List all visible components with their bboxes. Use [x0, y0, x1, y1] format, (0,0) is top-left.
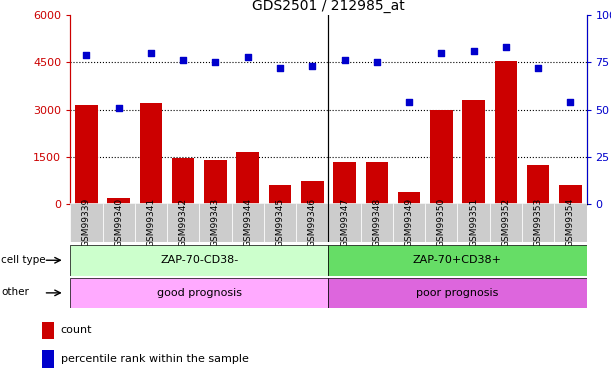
Point — [404, 99, 414, 105]
Text: GSM99349: GSM99349 — [404, 198, 414, 247]
FancyBboxPatch shape — [70, 245, 329, 276]
Bar — [398, 192, 420, 204]
Point — [566, 99, 576, 105]
Bar — [236, 152, 259, 204]
Bar — [42, 350, 54, 368]
Bar — [172, 158, 194, 204]
Point — [307, 63, 317, 69]
FancyBboxPatch shape — [329, 202, 360, 242]
Point — [469, 48, 478, 54]
Point — [81, 52, 91, 58]
Point — [211, 59, 221, 65]
Point — [146, 50, 156, 56]
Bar — [365, 162, 388, 204]
Bar — [301, 181, 324, 204]
FancyBboxPatch shape — [393, 202, 425, 242]
Bar — [42, 322, 54, 339]
Bar — [463, 100, 485, 204]
Text: GSM99342: GSM99342 — [178, 198, 188, 247]
Bar — [430, 110, 453, 204]
Text: GSM99351: GSM99351 — [469, 198, 478, 247]
Text: ZAP-70+CD38+: ZAP-70+CD38+ — [413, 255, 502, 265]
Bar — [75, 105, 98, 204]
Text: GSM99345: GSM99345 — [276, 198, 285, 247]
FancyBboxPatch shape — [360, 202, 393, 242]
FancyBboxPatch shape — [264, 202, 296, 242]
FancyBboxPatch shape — [329, 278, 587, 308]
FancyBboxPatch shape — [199, 202, 232, 242]
Text: percentile rank within the sample: percentile rank within the sample — [61, 354, 249, 364]
FancyBboxPatch shape — [458, 202, 490, 242]
Point — [372, 59, 382, 65]
Text: GSM99344: GSM99344 — [243, 198, 252, 247]
FancyBboxPatch shape — [554, 202, 587, 242]
Point — [340, 57, 349, 63]
FancyBboxPatch shape — [135, 202, 167, 242]
Text: GSM99341: GSM99341 — [147, 198, 155, 247]
Text: other: other — [1, 287, 29, 297]
Text: GSM99346: GSM99346 — [308, 198, 316, 247]
Point — [114, 105, 123, 111]
Point — [501, 44, 511, 50]
Text: poor prognosis: poor prognosis — [416, 288, 499, 298]
Text: GSM99348: GSM99348 — [372, 198, 381, 247]
Text: good prognosis: good prognosis — [157, 288, 242, 298]
Text: GSM99339: GSM99339 — [82, 198, 91, 247]
FancyBboxPatch shape — [296, 202, 329, 242]
FancyBboxPatch shape — [70, 202, 103, 242]
Title: GDS2501 / 212985_at: GDS2501 / 212985_at — [252, 0, 404, 13]
Bar — [333, 162, 356, 204]
Bar — [140, 104, 163, 204]
FancyBboxPatch shape — [167, 202, 199, 242]
FancyBboxPatch shape — [522, 202, 554, 242]
Point — [275, 65, 285, 71]
Text: GSM99347: GSM99347 — [340, 198, 349, 247]
Bar — [559, 186, 582, 204]
Bar — [527, 165, 549, 204]
Bar — [269, 186, 291, 204]
Text: GSM99352: GSM99352 — [502, 198, 510, 247]
Text: GSM99354: GSM99354 — [566, 198, 575, 247]
Bar — [108, 198, 130, 204]
Point — [436, 50, 446, 56]
Text: GSM99350: GSM99350 — [437, 198, 446, 247]
Text: ZAP-70-CD38-: ZAP-70-CD38- — [160, 255, 238, 265]
Text: GSM99353: GSM99353 — [533, 198, 543, 247]
Point — [533, 65, 543, 71]
FancyBboxPatch shape — [490, 202, 522, 242]
Text: GSM99343: GSM99343 — [211, 198, 220, 247]
FancyBboxPatch shape — [329, 245, 587, 276]
FancyBboxPatch shape — [103, 202, 135, 242]
FancyBboxPatch shape — [425, 202, 458, 242]
Text: GSM99340: GSM99340 — [114, 198, 123, 247]
FancyBboxPatch shape — [70, 278, 329, 308]
Point — [178, 57, 188, 63]
FancyBboxPatch shape — [232, 202, 264, 242]
Text: count: count — [61, 326, 92, 336]
Text: cell type: cell type — [1, 255, 46, 265]
Point — [243, 54, 252, 60]
Bar — [494, 61, 517, 204]
Bar — [204, 160, 227, 204]
